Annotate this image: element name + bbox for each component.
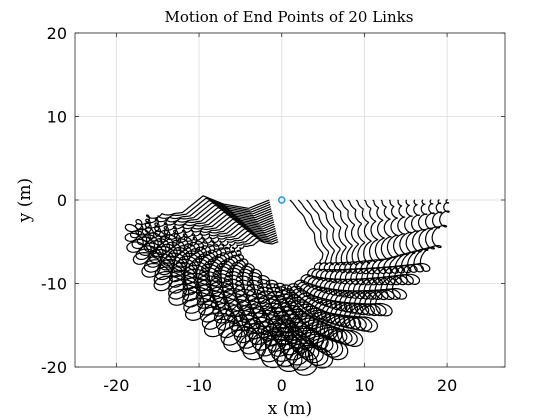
y-tick-label: -10	[41, 275, 67, 294]
y-tick-label: 10	[47, 108, 67, 127]
link-trajectory	[164, 199, 399, 344]
y-tick-label: -20	[41, 358, 67, 377]
x-tick-label: 20	[437, 376, 457, 395]
x-tick-label: 0	[277, 376, 287, 395]
trajectories	[124, 195, 450, 376]
link-trajectory	[218, 199, 341, 305]
link-trajectory	[129, 197, 443, 371]
chart-title: Motion of End Points of 20 Links	[165, 8, 414, 26]
x-axis-label: x (m)	[268, 399, 312, 419]
origin-marker	[277, 196, 286, 204]
x-tick-label: 10	[354, 376, 374, 395]
y-axis-label: y (m)	[15, 178, 35, 223]
link-trajectory	[124, 195, 450, 376]
x-tick-label: -10	[186, 376, 212, 395]
link-trajectory	[236, 199, 324, 292]
y-tick-label: 20	[47, 24, 67, 43]
y-tick-label: 0	[57, 191, 67, 210]
x-tick-label: -20	[103, 376, 129, 395]
link-trajectory	[177, 199, 385, 336]
y-ticks: -20 -10 0 10 20	[41, 24, 505, 377]
link-trajectory	[230, 199, 330, 296]
link-trajectory	[183, 199, 379, 332]
x-ticks: -20 -10 0 10 20	[103, 33, 457, 395]
link-trajectory	[189, 199, 372, 327]
